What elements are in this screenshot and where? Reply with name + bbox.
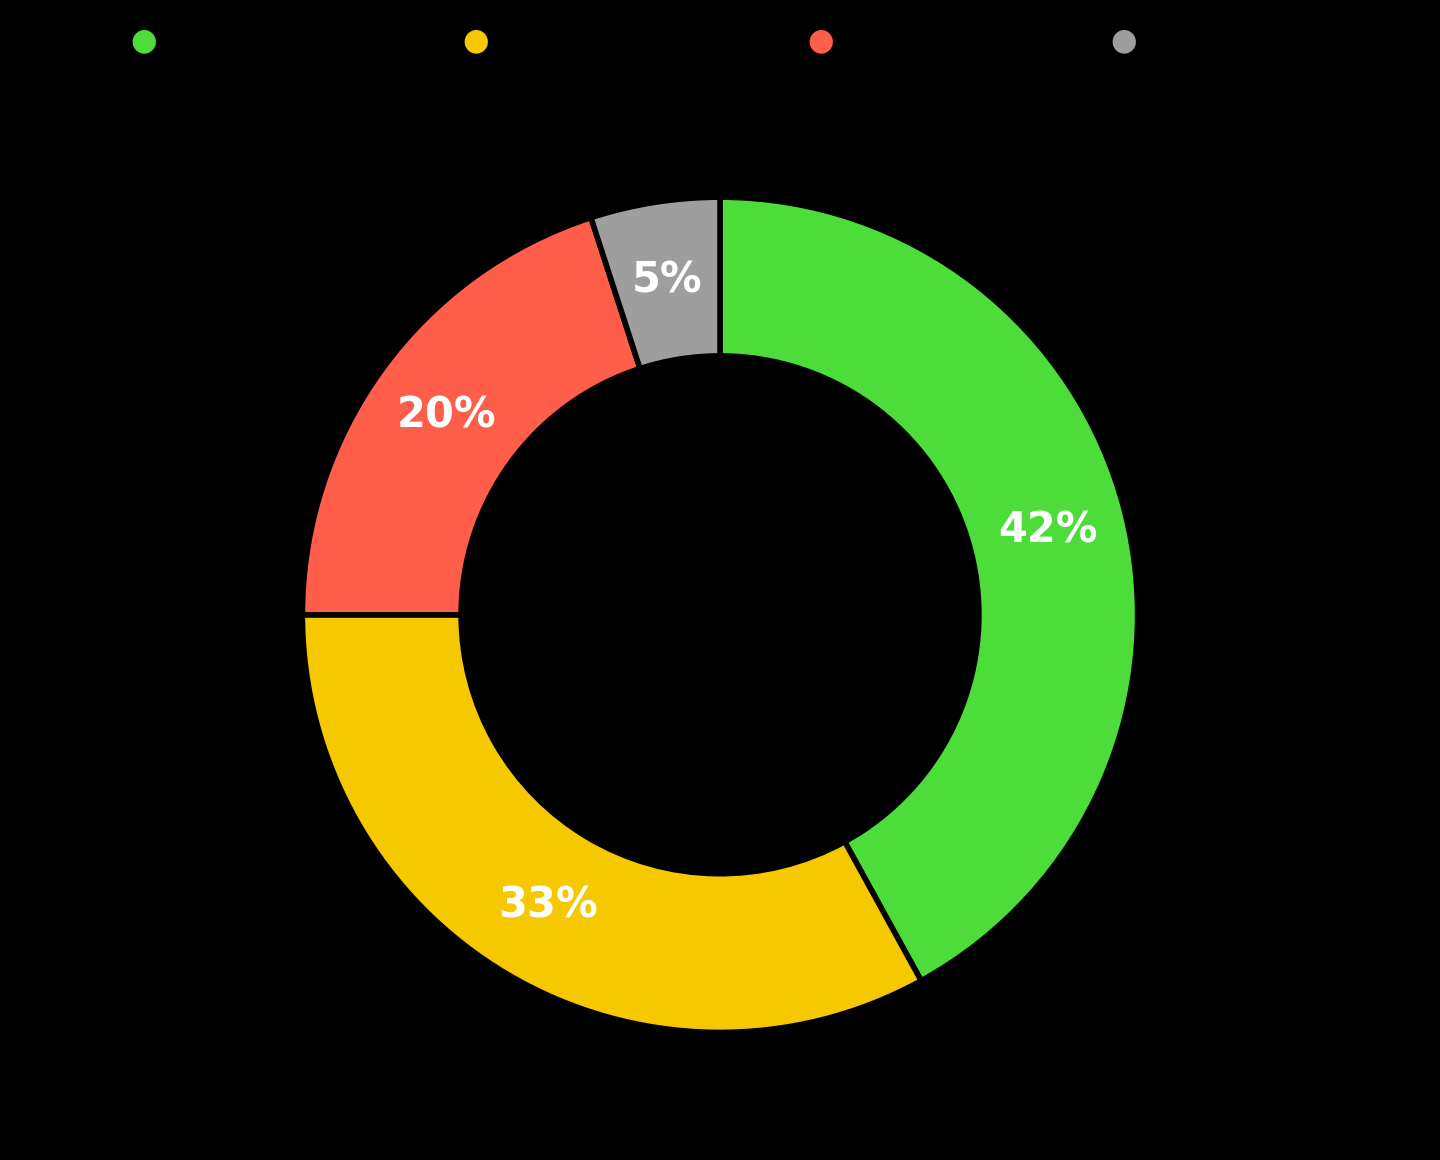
Text: ●: ● — [462, 27, 488, 56]
Text: ●: ● — [1110, 27, 1136, 56]
Wedge shape — [302, 218, 639, 615]
Text: 🇦🇺: 🇦🇺 — [660, 558, 780, 655]
Wedge shape — [720, 197, 1138, 980]
Text: ●: ● — [131, 27, 157, 56]
Text: 5%: 5% — [632, 260, 703, 302]
Wedge shape — [302, 615, 922, 1032]
Wedge shape — [590, 197, 720, 369]
Text: ●: ● — [808, 27, 834, 56]
Text: 20%: 20% — [396, 394, 497, 437]
Text: 33%: 33% — [498, 885, 598, 927]
Text: 42%: 42% — [998, 509, 1097, 552]
